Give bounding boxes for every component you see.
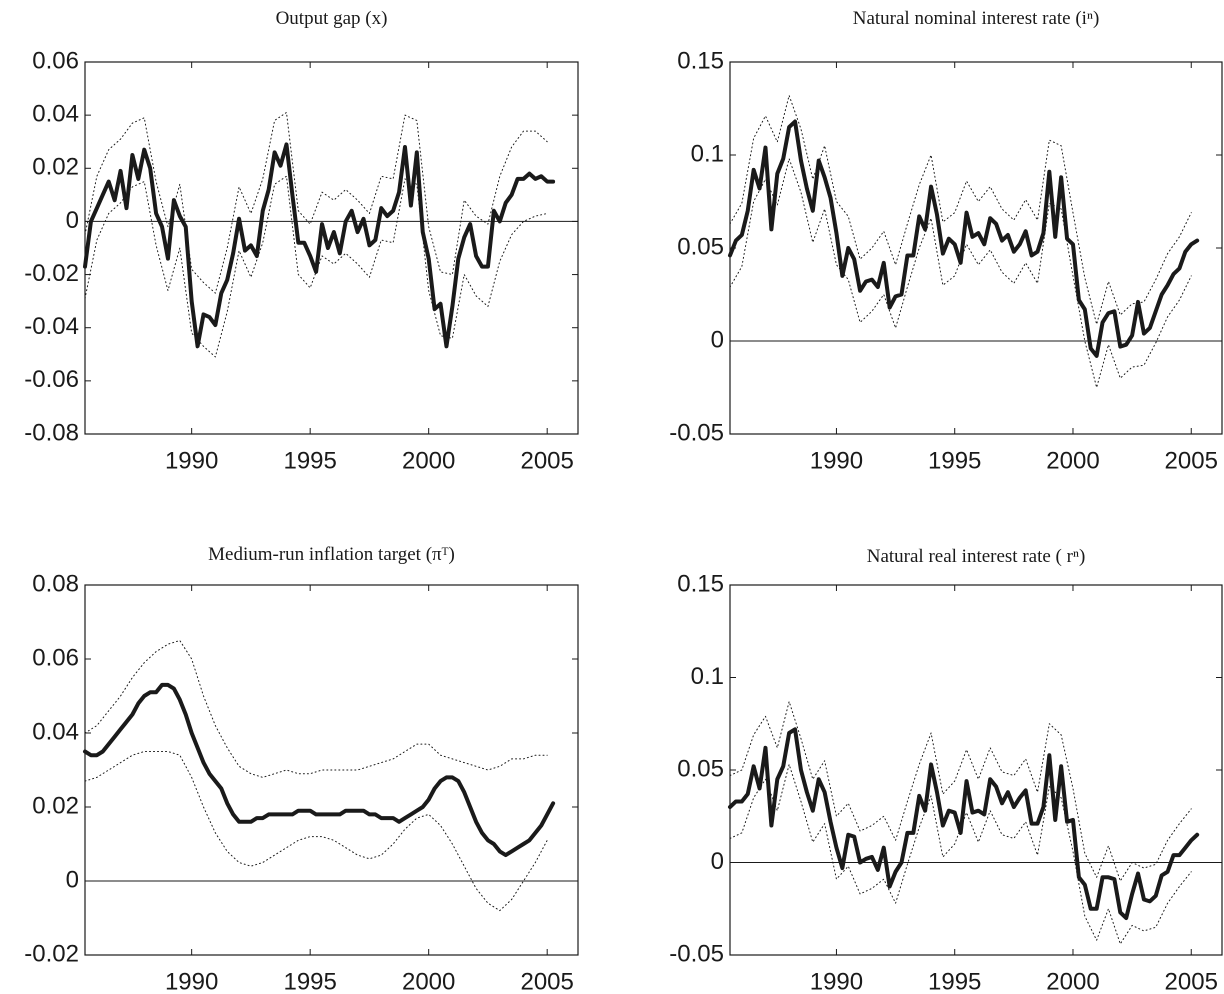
x-tick-label: 2005 <box>1165 968 1218 994</box>
x-tick-label: 2000 <box>1046 968 1099 994</box>
y-tick-label: 0.08 <box>32 570 79 597</box>
y-tick-label: 0 <box>66 207 79 234</box>
panel-title: Natural nominal interest rate (iⁿ) <box>853 8 1100 29</box>
panel-title: Output gap (x) <box>276 8 388 29</box>
band-line <box>729 94 1192 325</box>
x-tick-label: 1995 <box>928 968 981 994</box>
y-tick-label: 0 <box>711 848 724 875</box>
band-line <box>84 640 548 778</box>
estimate-line <box>728 727 1200 920</box>
y-tick-label: -0.08 <box>24 419 79 446</box>
band-line <box>729 701 1192 882</box>
panel-title: Medium-run inflation target (πᵀ) <box>208 544 455 565</box>
x-tick-label: 2000 <box>402 447 455 474</box>
plot-frame <box>729 584 1223 956</box>
x-tick-label: 1990 <box>810 447 863 474</box>
y-tick-label: 0.04 <box>32 718 79 745</box>
y-tick-label: -0.05 <box>669 419 724 446</box>
y-tick-label: 0.05 <box>677 233 724 260</box>
plot-frame <box>729 61 1223 435</box>
y-tick-label: 0.1 <box>691 140 724 167</box>
y-tick-label: 0.15 <box>677 570 724 597</box>
y-tick-label: -0.04 <box>24 313 79 340</box>
y-tick-label: 0.02 <box>32 154 79 181</box>
x-tick-label: 1990 <box>165 447 218 474</box>
band-line <box>84 111 548 294</box>
y-tick-label: 0 <box>711 326 724 353</box>
band-line <box>84 175 548 358</box>
x-tick-label: 2005 <box>520 447 573 474</box>
y-tick-label: 0.05 <box>677 755 724 782</box>
plot-frame <box>84 584 579 956</box>
x-tick-label: 1995 <box>283 447 336 474</box>
x-tick-label: 1990 <box>165 968 218 994</box>
estimate-line <box>728 119 1200 358</box>
y-tick-label: 0 <box>66 866 79 893</box>
panel-title: Natural real interest rate ( rⁿ) <box>867 546 1086 567</box>
x-tick-label: 2000 <box>402 968 455 994</box>
x-tick-label: 2000 <box>1046 447 1099 474</box>
plot-frame <box>84 61 579 435</box>
x-tick-label: 2005 <box>1165 447 1218 474</box>
x-tick-label: 1995 <box>928 447 981 474</box>
estimate-line <box>83 682 556 858</box>
y-tick-label: -0.02 <box>24 940 79 967</box>
y-tick-label: -0.05 <box>669 940 724 967</box>
y-tick-label: -0.02 <box>24 260 79 287</box>
y-tick-label: 0.02 <box>32 792 79 819</box>
band-line <box>729 763 1192 945</box>
band-line <box>729 158 1192 388</box>
y-tick-label: 0.04 <box>32 100 79 127</box>
x-tick-label: 1990 <box>810 968 863 994</box>
x-tick-label: 2005 <box>520 968 573 994</box>
y-tick-label: 0.06 <box>32 47 79 74</box>
y-tick-label: -0.06 <box>24 366 79 393</box>
estimate-line <box>83 142 556 349</box>
y-tick-label: 0.06 <box>32 644 79 671</box>
x-tick-label: 1995 <box>283 968 336 994</box>
y-tick-label: 0.15 <box>677 47 724 74</box>
band-line <box>84 751 548 912</box>
y-tick-label: 0.1 <box>691 663 724 690</box>
